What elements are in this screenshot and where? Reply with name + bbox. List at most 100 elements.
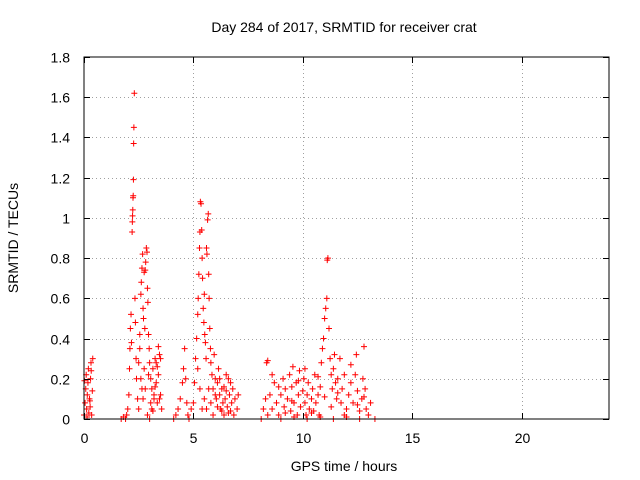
data-point xyxy=(201,331,208,338)
data-point xyxy=(305,379,312,386)
data-point xyxy=(208,371,215,378)
data-point xyxy=(216,375,223,382)
data-point xyxy=(196,245,203,252)
data-point xyxy=(199,275,206,282)
data-point xyxy=(183,399,190,406)
data-point xyxy=(295,377,302,384)
data-point xyxy=(140,315,147,322)
data-point xyxy=(308,395,315,402)
data-point xyxy=(354,387,361,394)
data-point xyxy=(201,291,208,298)
data-point xyxy=(361,393,367,400)
data-point xyxy=(269,405,276,412)
data-point xyxy=(124,405,131,412)
data-point xyxy=(156,395,163,402)
data-point xyxy=(182,375,189,382)
data-point xyxy=(304,391,311,398)
data-point xyxy=(321,393,328,400)
data-point xyxy=(198,200,205,207)
data-point xyxy=(277,391,284,398)
data-point xyxy=(309,385,316,392)
y-tick-label: 1.8 xyxy=(51,50,71,66)
data-point xyxy=(142,267,149,274)
data-point xyxy=(347,379,354,386)
data-point xyxy=(317,383,324,390)
x-tick-label: 0 xyxy=(81,430,89,446)
data-point xyxy=(223,387,230,394)
data-point xyxy=(154,399,161,406)
data-point xyxy=(264,357,271,364)
y-tick-label: 1.6 xyxy=(51,90,71,106)
data-point xyxy=(196,385,203,392)
data-point xyxy=(203,251,210,258)
data-point xyxy=(352,371,359,378)
data-point xyxy=(148,385,155,392)
data-point xyxy=(146,359,153,366)
data-point xyxy=(126,365,133,372)
data-point xyxy=(190,399,197,406)
data-point xyxy=(345,391,352,398)
data-point xyxy=(303,411,310,418)
data-point xyxy=(184,411,191,418)
data-point xyxy=(200,305,207,312)
data-point xyxy=(214,403,221,410)
data-point xyxy=(199,405,206,412)
data-point xyxy=(210,411,217,418)
data-point xyxy=(144,411,151,418)
data-point xyxy=(318,359,325,366)
data-point xyxy=(156,351,163,358)
data-point xyxy=(134,395,141,402)
data-point xyxy=(282,385,289,392)
data-point xyxy=(336,355,343,362)
data-point xyxy=(129,206,136,213)
data-point xyxy=(288,383,295,390)
data-point xyxy=(225,375,232,382)
data-point xyxy=(193,335,200,342)
data-point xyxy=(192,355,199,362)
data-point xyxy=(230,411,237,418)
data-point xyxy=(130,124,137,131)
data-point xyxy=(201,395,208,402)
data-point xyxy=(141,365,148,372)
data-point xyxy=(347,361,354,368)
data-point xyxy=(289,363,296,370)
data-point xyxy=(135,359,142,366)
data-point xyxy=(191,379,198,386)
data-point xyxy=(311,371,318,378)
data-point xyxy=(319,345,326,352)
data-point xyxy=(315,391,322,398)
grid-layer xyxy=(84,57,609,419)
data-point xyxy=(144,285,151,292)
data-point xyxy=(172,411,179,418)
data-point xyxy=(212,391,219,398)
y-tick-label: 1 xyxy=(62,211,70,227)
data-point xyxy=(177,395,184,402)
data-point xyxy=(194,311,201,318)
data-point xyxy=(198,226,205,233)
data-point xyxy=(280,375,287,382)
data-point xyxy=(87,375,94,382)
data-point xyxy=(262,395,269,402)
data-point xyxy=(195,271,202,278)
data-point xyxy=(140,395,147,402)
data-point xyxy=(225,409,232,416)
data-point xyxy=(153,359,160,366)
y-tick-label: 1.2 xyxy=(51,171,71,187)
data-points-layer xyxy=(81,90,378,422)
x-axis-title: GPS time / hours xyxy=(291,458,398,474)
data-point xyxy=(213,395,220,402)
ticks-layer: 0 5 10 15 20 0 0.2 0.4 0.6 0.8 1 1.2 1.4 1.6 1.8 xyxy=(51,50,609,446)
data-point xyxy=(145,371,152,378)
data-point xyxy=(207,399,214,406)
data-point xyxy=(287,407,294,414)
data-point xyxy=(228,399,235,406)
data-point xyxy=(205,385,212,392)
data-point xyxy=(264,411,271,418)
data-point xyxy=(296,367,303,374)
data-point xyxy=(89,355,96,362)
data-point xyxy=(88,359,94,366)
data-point xyxy=(331,351,338,358)
data-point xyxy=(308,409,315,416)
data-point xyxy=(129,228,136,235)
